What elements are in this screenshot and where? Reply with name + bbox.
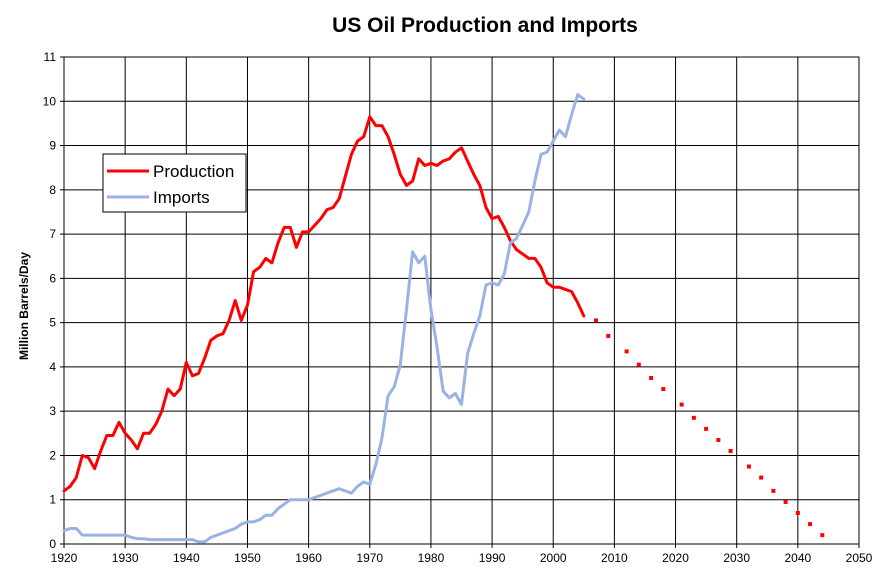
projection-point — [636, 362, 641, 367]
projection-point — [624, 349, 629, 354]
grid-lines — [60, 56, 860, 548]
x-tick-label: 1970 — [356, 551, 383, 565]
x-tick-label: 2020 — [662, 551, 689, 565]
projection-point — [771, 488, 776, 493]
y-tick-label: 11 — [44, 50, 57, 64]
x-tick-label: 1980 — [418, 551, 445, 565]
projection-point — [661, 387, 666, 392]
projection-point — [606, 333, 611, 338]
projection-point — [691, 415, 696, 420]
plot-area — [63, 56, 860, 545]
projection-point — [594, 318, 599, 323]
legend-box — [102, 153, 247, 213]
y-tick-label: 0 — [49, 537, 56, 551]
projection-point — [808, 522, 813, 527]
projection-point — [728, 449, 733, 454]
x-tick-label: 2050 — [846, 551, 873, 565]
y-tick-label: 6 — [49, 271, 56, 285]
series-layer — [62, 93, 825, 544]
x-tick-label: 2040 — [784, 551, 811, 565]
y-tick-label: 5 — [49, 316, 56, 330]
x-tick-label: 2000 — [540, 551, 567, 565]
x-tick-label: 1990 — [479, 551, 506, 565]
y-tick-label: 4 — [49, 360, 56, 374]
y-tick-label: 8 — [49, 183, 56, 197]
x-tick-label: 1950 — [234, 551, 261, 565]
x-tick-label: 2030 — [723, 551, 750, 565]
y-tick-label: 9 — [49, 139, 56, 153]
x-tick-label: 2010 — [601, 551, 628, 565]
x-tick-label: 1920 — [51, 551, 78, 565]
x-tick-label: 1930 — [112, 551, 139, 565]
production-line — [62, 115, 586, 493]
projection-point — [746, 464, 751, 469]
legend-label: Production — [153, 162, 234, 181]
projection-point — [820, 533, 825, 538]
y-tick-label: 10 — [43, 94, 57, 108]
y-tick-label: 7 — [49, 227, 56, 241]
x-tick-label: 1960 — [295, 551, 322, 565]
chart-title: US Oil Production and Imports — [332, 14, 638, 37]
y-tick-label: 3 — [49, 404, 56, 418]
legend-label: Imports — [153, 188, 210, 207]
y-tick-label: 1 — [49, 493, 56, 507]
y-tick-label: 2 — [49, 448, 56, 462]
projection-point — [716, 437, 721, 442]
imports-line — [62, 93, 586, 544]
projection-point — [795, 511, 800, 516]
projection-point — [649, 375, 654, 380]
x-tick-label: 1940 — [173, 551, 200, 565]
projection-point — [783, 499, 788, 504]
projection-point — [704, 426, 709, 431]
projection-point — [679, 402, 684, 407]
legend: Production Imports — [102, 153, 247, 213]
projection-point — [759, 475, 764, 480]
axis-labels: 0 1 2 3 4 5 6 7 8 9 10 11 1920 1930 1940 1950 1960 1970 19… — [43, 50, 873, 565]
